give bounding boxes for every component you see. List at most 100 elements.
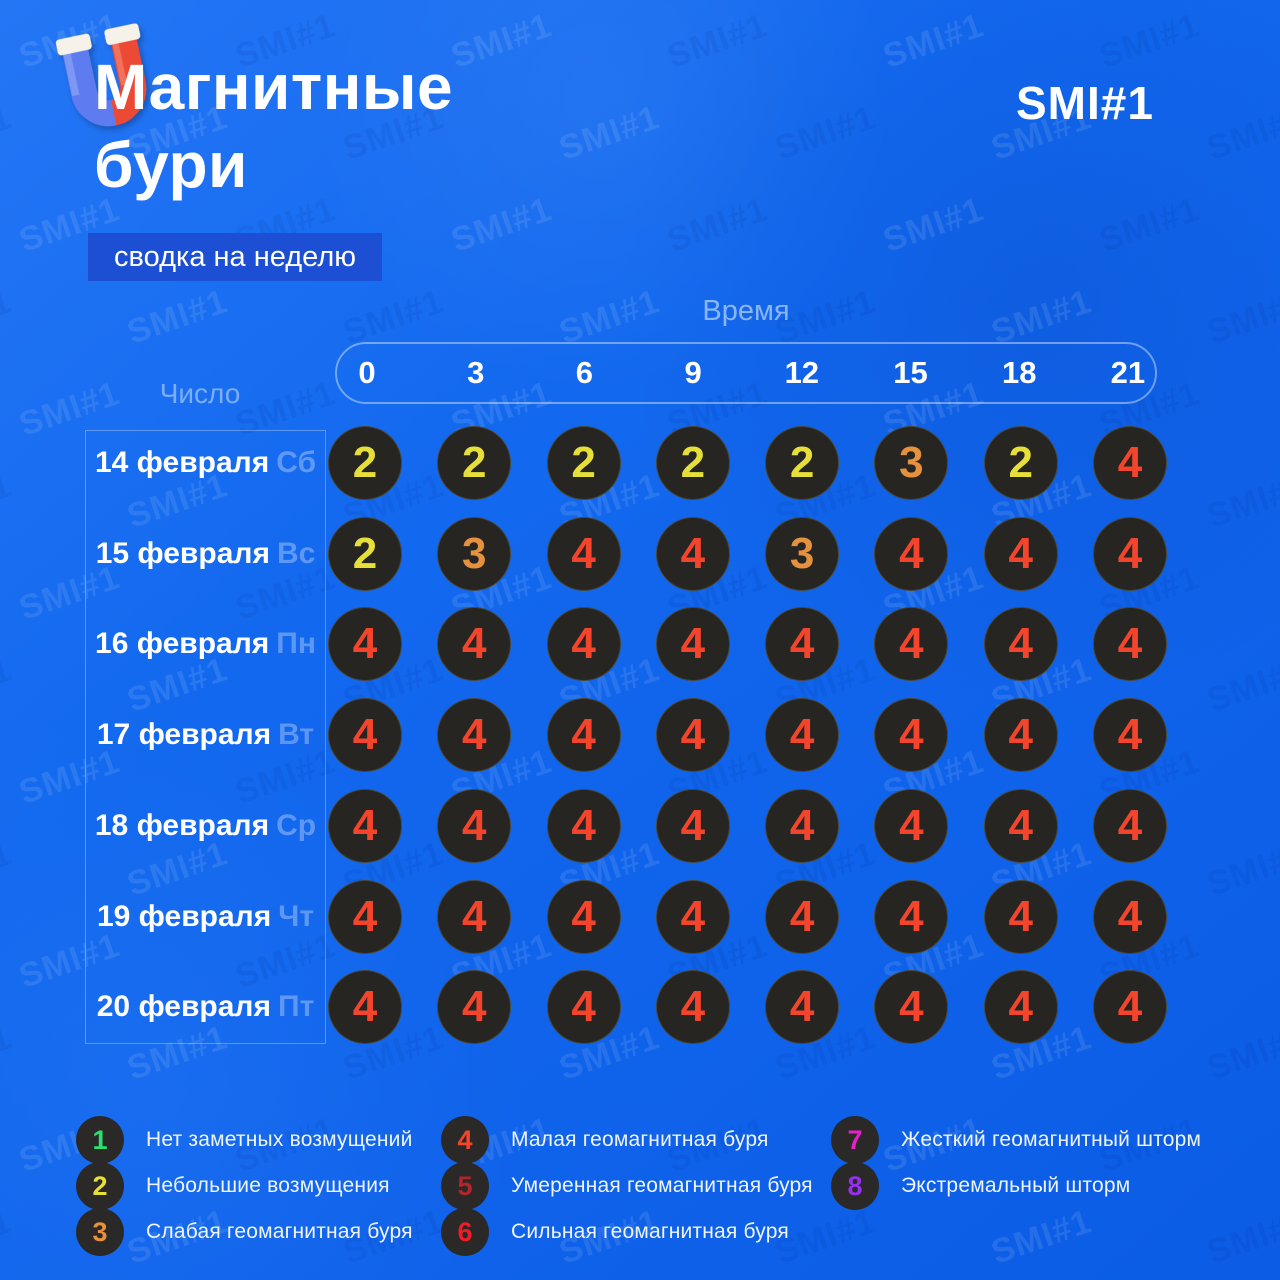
watermark-text: SMI#1 [0,834,17,904]
kp-cell: 3 [874,426,949,500]
legend-item: 7 Жесткий геомагнитный шторм [831,1116,1201,1164]
hour-label: 18 [1001,355,1037,390]
date-text: 18 февраля [94,809,270,842]
legend-item: 5 Умеренная геомагнитная буря [441,1162,813,1210]
hour-label: 0 [358,355,376,390]
legend-item: 6 Сильная геомагнитная буря [441,1208,789,1256]
watermark-text: SMI#1 [878,6,989,76]
legend-level-circle: 3 [76,1208,124,1256]
legend-item: 8 Экстремальный шторм [831,1162,1130,1210]
day-abbr: Чт [278,900,315,933]
date-axis-label: Число [159,378,241,409]
kp-cell: 4 [1092,880,1167,954]
hour-label: 12 [784,355,820,390]
legend-label: Небольшие возмущения [146,1174,390,1197]
day-abbr: Ср [276,809,317,842]
legend-label: Сильная геомагнитная буря [511,1220,789,1243]
kp-cell: 4 [1092,970,1167,1044]
watermark-text: SMI#1 [770,98,881,168]
legend-item: 3 Слабая геомагнитная буря [76,1208,413,1256]
summary-badge: сводка на неделю [88,233,382,281]
date-text: 14 февраля [94,446,270,479]
kp-cell: 4 [983,607,1058,681]
kp-cell: 4 [983,880,1058,954]
kp-cell: 4 [874,880,949,954]
legend-level-circle: 1 [76,1116,124,1164]
page-title-line-1: Магнитные [94,51,454,123]
kp-cell: 4 [655,517,730,591]
kp-cell: 4 [983,789,1058,863]
kp-cell: 4 [1092,607,1167,681]
watermark-text: SMI#1 [662,190,773,260]
legend-label: Экстремальный шторм [901,1174,1131,1197]
date-label: 20 февраля Пт [85,986,326,1028]
date-label: 14 февраля Сб [85,442,326,484]
kp-cell: 4 [1092,698,1167,772]
date-text: 15 февраля [95,537,270,570]
hour-label: 15 [893,355,928,390]
hour-label: 6 [575,355,594,390]
kp-cell: 4 [437,789,512,863]
legend-label: Умеренная геомагнитная буря [511,1174,813,1197]
kp-cell: 2 [328,426,402,500]
brand-logo: SMI#1 [1016,77,1154,129]
legend-label: Слабая геомагнитная буря [146,1220,413,1243]
kp-cell: 4 [655,607,730,681]
kp-cell: 4 [655,789,730,863]
legend-level-circle: 2 [76,1162,124,1210]
watermark-text: SMI#1 [1094,190,1205,260]
day-abbr: Вс [276,537,316,570]
watermark-text: SMI#1 [446,6,557,76]
kp-cell: 4 [1092,426,1167,500]
kp-cell: 4 [765,698,840,772]
legend-level-circle: 6 [441,1208,489,1256]
legend-item: 1 Нет заметных возмущений [76,1116,413,1164]
kp-cell: 4 [765,789,840,863]
kp-cell: 4 [437,698,512,772]
watermark-text: SMI#1 [554,98,665,168]
kp-cell: 4 [437,607,512,681]
watermark-text: SMI#1 [878,190,989,260]
kp-cell: 4 [655,880,730,954]
kp-cell: 4 [546,517,621,591]
watermark-text: SMI#1 [0,282,17,352]
kp-cell: 4 [874,698,949,772]
day-abbr: Пн [276,627,316,660]
date-label: 19 февраля Чт [85,896,326,938]
legend-level-circle: 8 [831,1162,879,1210]
watermark-text: SMI#1 [446,190,557,260]
kp-cell: 4 [874,970,949,1044]
kp-cell: 4 [765,970,840,1044]
legend-item: 4 Малая геомагнитная буря [441,1116,769,1164]
date-text: 17 февраля [96,718,272,751]
day-abbr: Сб [276,446,317,479]
kp-cell: 4 [874,517,949,591]
watermark-text: SMI#1 [0,650,17,720]
kp-cell: 2 [655,426,730,500]
kp-cell: 4 [546,698,621,772]
kp-cell: 4 [328,880,402,954]
time-header-row: 0 3 6 9 12 15 18 21 [335,342,1157,404]
kp-cell: 4 [765,607,840,681]
legend-level-circle: 4 [441,1116,489,1164]
kp-cell: 4 [328,789,402,863]
watermark-text: SMI#1 [1202,1018,1280,1088]
watermark-text: SMI#1 [662,6,773,76]
kp-cell: 4 [437,880,512,954]
watermark-text: SMI#1 [122,282,233,352]
date-label: 18 февраля Ср [85,805,326,847]
day-abbr: Вт [278,718,315,751]
kp-cell: 4 [437,970,512,1044]
watermark-text: SMI#1 [0,466,17,536]
hour-label: 21 [1110,355,1146,390]
magnet-icon [55,23,147,127]
watermark-text: SMI#1 [0,98,17,168]
kp-cell: 2 [983,426,1058,500]
date-label: 17 февраля Вт [85,714,326,756]
